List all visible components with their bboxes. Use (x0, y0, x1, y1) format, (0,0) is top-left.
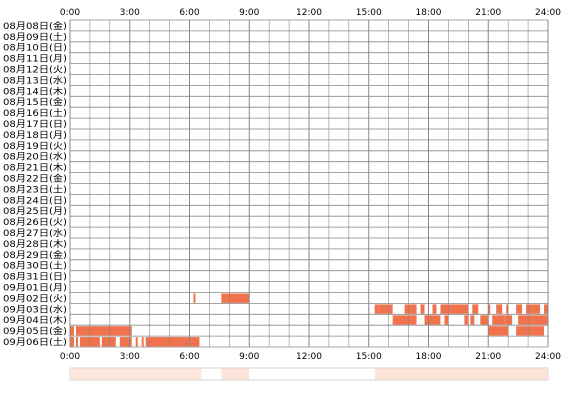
activity-bar (404, 304, 417, 314)
summary-segment (70, 368, 202, 380)
x-tick-label-bottom: 15:00 (356, 352, 382, 362)
activity-bar (516, 326, 545, 336)
row-label: 08月17日(日) (3, 119, 67, 130)
activity-bar (392, 315, 417, 325)
x-tick-label-bottom: 12:00 (296, 352, 322, 362)
activity-bar (526, 304, 541, 314)
activity-bar (135, 337, 138, 347)
row-label: 08月28日(木) (3, 238, 67, 250)
x-tick-label-bottom: 9:00 (239, 352, 259, 362)
activity-bar (420, 304, 425, 314)
activity-bar (70, 326, 74, 336)
x-tick-label-top: 21:00 (475, 8, 501, 18)
summary-segment (374, 368, 548, 380)
x-tick-label-bottom: 18:00 (416, 352, 442, 362)
activity-bar (141, 337, 144, 347)
row-label: 08月09日(土) (3, 31, 67, 43)
activity-bar (488, 304, 491, 314)
x-tick-label-bottom: 24:00 (535, 352, 561, 362)
x-tick-label-bottom: 3:00 (120, 352, 140, 362)
row-label: 08月29日(金) (3, 249, 67, 261)
activity-bar (444, 315, 449, 325)
activity-bar (119, 337, 132, 347)
activity-bar (374, 304, 379, 314)
row-label: 08月08日(金) (3, 20, 67, 32)
row-labels: 08月08日(金)08月09日(土)08月10日(日)08月11日(月)08月1… (3, 20, 67, 348)
activity-bar (472, 304, 479, 314)
row-label: 08月24日(日) (3, 195, 67, 206)
activity-bar (424, 315, 441, 325)
x-tick-label-top: 24:00 (535, 8, 561, 18)
activity-bar (516, 304, 523, 314)
activity-bar (544, 304, 548, 314)
row-label: 08月25日(月) (3, 206, 67, 217)
activity-bar (101, 337, 116, 347)
row-label: 08月13日(水) (3, 74, 67, 86)
row-label: 08月10日(日) (3, 43, 67, 54)
grid (69, 19, 549, 348)
x-tick-label-top: 0:00 (60, 8, 80, 18)
row-label: 09月06日(土) (3, 336, 67, 348)
activity-bar (492, 315, 505, 325)
x-tick-label-bottom: 0:00 (60, 352, 80, 362)
x-tick-label-top: 9:00 (239, 8, 259, 18)
x-tick-label-top: 3:00 (120, 8, 140, 18)
x-axis-bottom: 0:00 3:00 6:00 9:00 12:00 15:00 18:00 21:00 24:0… (60, 352, 561, 362)
summary-bar (69, 367, 549, 381)
x-tick-label-bottom: 6:00 (179, 352, 199, 362)
x-tick-label-top: 18:00 (416, 8, 442, 18)
x-tick-label-top: 15:00 (356, 8, 382, 18)
row-label: 08月14日(木) (3, 85, 67, 97)
activity-bar (464, 315, 469, 325)
summary-segment (221, 368, 250, 380)
row-label: 08月27日(水) (3, 227, 67, 239)
row-label: 09月03日(水) (3, 303, 67, 315)
row-label: 08月11日(月) (3, 54, 67, 65)
row-label: 08月23日(土) (3, 183, 67, 195)
activity-bar (193, 293, 196, 303)
row-label: 08月12日(火) (3, 65, 67, 76)
x-tick-label-bottom: 21:00 (475, 352, 501, 362)
row-label: 08月19日(火) (3, 141, 67, 152)
row-label: 08月16日(土) (3, 107, 67, 119)
row-label: 08月15日(金) (3, 96, 67, 108)
activity-bar (488, 326, 509, 336)
row-label: 08月22日(金) (3, 173, 67, 185)
row-label: 09月02日(火) (3, 293, 67, 304)
activity-bar (480, 315, 489, 325)
activity-bar (518, 315, 548, 325)
row-label: 08月18日(月) (3, 130, 67, 141)
row-label: 08月26日(火) (3, 217, 67, 228)
row-label: 09月01日(月) (3, 283, 67, 294)
x-tick-label-top: 12:00 (296, 8, 322, 18)
x-tick-label-top: 6:00 (179, 8, 199, 18)
activity-bar (70, 337, 74, 347)
activity-bar (378, 304, 393, 314)
row-label: 08月21日(木) (3, 162, 67, 174)
activity-bar (75, 337, 78, 347)
x-axis-top: 0:00 3:00 6:00 9:00 12:00 15:00 18:00 21:00 24:0… (60, 8, 561, 18)
row-label: 09月04日(木) (3, 314, 67, 326)
activity-bar (75, 326, 132, 336)
activity-bar (470, 315, 475, 325)
row-label: 08月20日(水) (3, 151, 67, 163)
row-label: 09月05日(金) (3, 325, 67, 337)
activity-bar (496, 304, 503, 314)
activity-bar (506, 304, 509, 314)
activity-bar (432, 304, 437, 314)
activity-bar (145, 337, 200, 347)
activity-bar (440, 304, 469, 314)
row-label: 08月30日(土) (3, 260, 67, 272)
row-label: 08月31日(日) (3, 272, 67, 283)
activity-bar (221, 293, 250, 303)
